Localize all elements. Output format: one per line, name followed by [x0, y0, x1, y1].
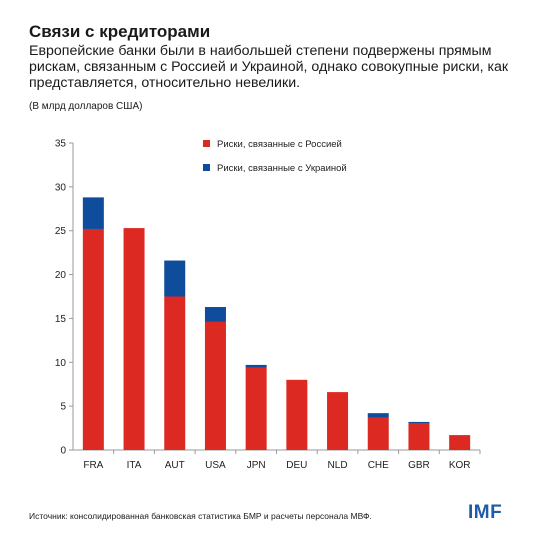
bar-segment-ukraine — [164, 260, 186, 297]
bar-segment-ukraine — [408, 421, 430, 424]
x-tick-label: ITA — [127, 460, 142, 470]
legend-label-ukraine: Риски, связанные с Украиной — [217, 163, 347, 174]
bar-segment-russia — [408, 423, 430, 450]
bar-segment-ukraine — [82, 197, 104, 229]
y-tick-label: 20 — [55, 270, 67, 281]
bar-segment-russia — [123, 228, 145, 450]
chart-title: Связи с кредиторами — [29, 22, 211, 41]
y-tick-label: 15 — [55, 314, 67, 325]
y-tick-label: 25 — [55, 226, 67, 237]
source-note: Источник: консолидированная банковская с… — [29, 511, 372, 521]
y-tick-label: 5 — [60, 402, 66, 413]
y-tick-label: 10 — [55, 358, 67, 369]
units-note: (В млрд долларов США) — [29, 101, 143, 112]
bars — [82, 197, 471, 450]
y-tick-label: 0 — [60, 446, 66, 457]
x-tick-label: DEU — [286, 460, 307, 470]
x-tick-label: NLD — [328, 460, 348, 470]
x-tick-label: USA — [205, 460, 226, 470]
legend: Риски, связанные с Россией Риски, связан… — [203, 139, 347, 174]
y-axis: 0 5 10 15 20 25 30 35 — [55, 139, 74, 457]
bar-segment-russia — [204, 321, 226, 450]
bar-segment-russia — [449, 435, 471, 450]
imf-logo: IMF — [468, 502, 503, 523]
y-tick-label: 30 — [55, 182, 67, 193]
legend-label-russia: Риски, связанные с Россией — [217, 139, 342, 150]
bar-chart: 0 5 10 15 20 25 30 35 FRA ITA AUT USA JPN DEU NLD CHE G… — [55, 139, 481, 470]
bar-segment-russia — [327, 392, 349, 450]
legend-swatch-ukraine — [203, 164, 210, 171]
x-tick-label: KOR — [449, 460, 471, 470]
bar-segment-ukraine — [367, 413, 389, 418]
bar-segment-russia — [245, 367, 267, 450]
bar-segment-russia — [367, 417, 389, 450]
bar-segment-russia — [82, 228, 104, 450]
x-tick-label: JPN — [247, 460, 266, 470]
chart-subtitle: Европейские банки были в наибольшей степ… — [29, 43, 509, 91]
bar-segment-russia — [164, 296, 186, 450]
y-tick-label: 35 — [55, 139, 67, 150]
x-tick-label: AUT — [165, 460, 185, 470]
x-tick-label: FRA — [83, 460, 103, 470]
x-axis: FRA ITA AUT USA JPN DEU NLD CHE GBR KOR — [73, 449, 481, 470]
bar-segment-ukraine — [245, 364, 267, 368]
x-tick-label: CHE — [368, 460, 389, 470]
bar-segment-russia — [286, 379, 308, 450]
legend-swatch-russia — [203, 140, 210, 147]
x-tick-label: GBR — [408, 460, 430, 470]
bar-segment-ukraine — [204, 307, 226, 322]
